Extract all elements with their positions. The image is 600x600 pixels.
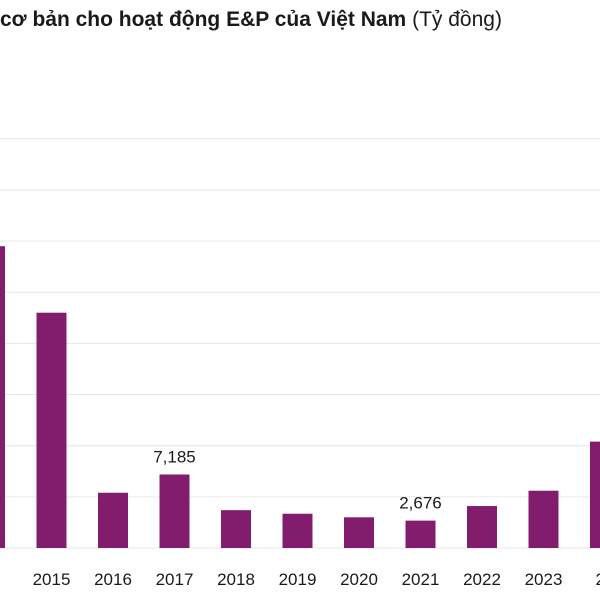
bar-2023 xyxy=(528,490,559,548)
bar-2014 xyxy=(0,246,5,548)
x-tick-2021: 2021 xyxy=(402,570,440,589)
bar-2024 xyxy=(590,441,600,548)
chart-title: cơ bản cho hoạt động E&P của Việt Nam (T… xyxy=(0,6,502,34)
data-label-2021: 2,676 xyxy=(399,494,442,513)
x-tick-2024: 20 xyxy=(596,570,600,589)
x-tick-2016: 2016 xyxy=(94,570,132,589)
chart-title-unit: (Tỷ đồng) xyxy=(412,8,502,31)
chart-title-main: cơ bản cho hoạt động E&P của Việt Nam xyxy=(0,8,407,31)
data-label-2017: 7,185 xyxy=(153,447,196,466)
bar-2019 xyxy=(282,513,313,548)
bar-2015 xyxy=(36,312,67,548)
x-tick-2018: 2018 xyxy=(217,570,255,589)
bar-2022 xyxy=(467,506,497,548)
x-tick-2023: 2023 xyxy=(525,570,563,589)
x-tick-2015: 2015 xyxy=(33,570,71,589)
x-tick-2020: 2020 xyxy=(340,570,378,589)
bar-2017 xyxy=(159,474,190,548)
bar-2020 xyxy=(344,517,374,548)
bar-2016 xyxy=(98,492,128,548)
x-tick-2019: 2019 xyxy=(279,570,317,589)
bar-2018 xyxy=(221,510,251,548)
bar-2021 xyxy=(405,520,436,548)
x-tick-2022: 2022 xyxy=(463,570,501,589)
x-tick-2017: 2017 xyxy=(156,570,194,589)
